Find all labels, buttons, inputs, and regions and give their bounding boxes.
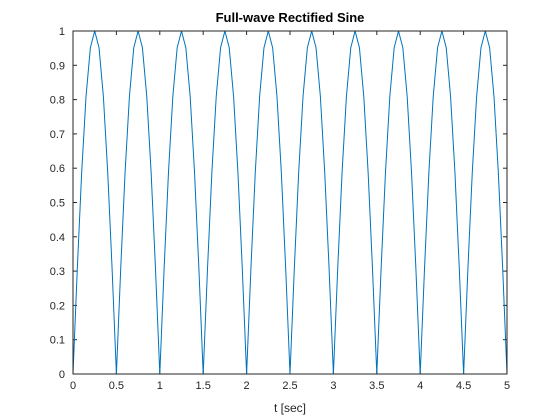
x-tick-label: 4: [417, 380, 423, 392]
x-tick-label: 3: [330, 380, 336, 392]
plot-frame: [72, 30, 508, 375]
axes: 0 0.5 1 1.5 2 2.5 3 3.5 4 4.5 5 0 0.1 0.2 0.3 0.4 0.5 0.6…: [50, 26, 510, 392]
x-tick-label: 0.5: [109, 380, 124, 392]
y-tick-label: 0.4: [50, 232, 65, 244]
y-tick-label: 0.8: [50, 95, 65, 107]
y-tick-label: 0.2: [50, 300, 65, 312]
y-tick-label: 0.9: [50, 60, 65, 72]
y-tick-label: 0.7: [50, 129, 65, 141]
x-tick-label: 5: [504, 380, 510, 392]
plot-area: [73, 31, 507, 374]
x-tick-label: 0: [70, 380, 76, 392]
x-tick-label: 2: [244, 380, 250, 392]
x-tick-label: 2.5: [282, 380, 297, 392]
chart-title: Full-wave Rectified Sine: [216, 10, 365, 25]
x-axis-label: t [sec]: [274, 401, 306, 415]
y-tick-label: 0.5: [50, 198, 65, 210]
y-tick-label: 0: [59, 369, 65, 381]
x-tick-label: 1: [157, 380, 163, 392]
y-tick-label: 0.6: [50, 163, 65, 175]
x-tick-label: 1.5: [196, 380, 211, 392]
y-tick-label: 0.3: [50, 266, 65, 278]
y-tick-label: 0.1: [50, 335, 65, 347]
x-tick-label: 3.5: [369, 380, 384, 392]
y-tick-label: 1: [59, 26, 65, 38]
x-tick-label: 4.5: [456, 380, 471, 392]
